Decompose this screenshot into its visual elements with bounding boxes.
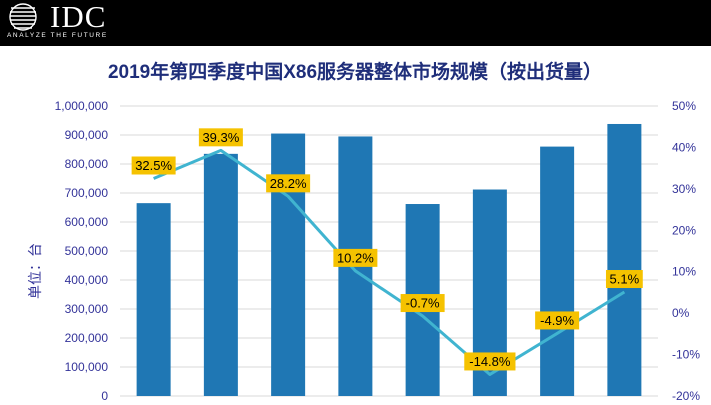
growth-label-bg (464, 352, 516, 371)
growth-label: 10.2% (333, 248, 378, 267)
y-tick-label: 200,000 (65, 331, 109, 345)
bar (271, 133, 306, 397)
y2-tick-label: -10% (672, 348, 700, 362)
y-tick-label: 900,000 (65, 128, 109, 142)
y2-tick-label: 40% (672, 140, 696, 154)
y-tick-label: 800,000 (65, 157, 109, 171)
y2-tick-label: 0% (672, 306, 690, 320)
growth-label: 39.3% (198, 128, 243, 147)
bar (540, 146, 575, 396)
y-axis-ticks: 1,000,000 900,000 800,000 700,000 600,000 500… (55, 99, 109, 403)
y-tick-label: 400,000 (65, 273, 109, 287)
logo-text: IDC (50, 0, 107, 34)
growth-label-text: 28.2% (270, 176, 307, 191)
growth-label-bg (198, 128, 243, 147)
growth-label-text: 10.2% (337, 250, 374, 265)
growth-label: -4.9% (535, 311, 580, 330)
growth-label-text: 32.5% (135, 158, 172, 173)
y2-axis-ticks: 50% 40% 30% 20% 10% 0% -10% -20% (672, 99, 700, 403)
y-tick-label: 700,000 (65, 186, 109, 200)
header-bar: IDC ANALYZE THE FUTURE (0, 0, 711, 46)
growth-label: 32.5% (131, 156, 176, 175)
growth-label-bg (266, 174, 311, 193)
bars (136, 123, 642, 397)
logo-tagline: ANALYZE THE FUTURE (7, 32, 108, 39)
growth-line-group (153, 148, 626, 376)
y2-tick-label: 30% (672, 182, 696, 196)
idc-logo: IDC ANALYZE THE FUTURE (6, 0, 126, 44)
y2-tick-label: 50% (672, 99, 696, 113)
y-tick-label: 500,000 (65, 244, 109, 258)
chart-area: 2019年第四季度中国X86服务器整体市场规模（按出货量） 单位：台 32.5%… (0, 46, 711, 403)
y-tick-label: 600,000 (65, 215, 109, 229)
growth-label: -0.7% (400, 294, 445, 313)
y-tick-label: 1,000,000 (55, 99, 109, 113)
growth-label-bg (333, 248, 378, 267)
gridlines (120, 105, 658, 397)
y-tick-label: 300,000 (65, 302, 109, 316)
bar (136, 203, 171, 396)
bar (607, 123, 642, 396)
growth-label-bg (131, 156, 176, 175)
growth-label-text: 5.1% (610, 272, 640, 287)
y-tick-label: 100,000 (65, 360, 109, 374)
growth-label-text: 39.3% (202, 130, 239, 145)
y2-tick-label: -20% (672, 389, 700, 400)
growth-label-bg (605, 270, 643, 289)
growth-label-text: -4.9% (540, 313, 574, 328)
growth-label-bg (400, 294, 445, 313)
growth-label-bg (535, 311, 580, 330)
growth-labels: 32.5% 39.3% 28.2% 10.2% -0.7% -14.8% -4.9% 5.1% (131, 128, 643, 371)
growth-label-text: -14.8% (469, 354, 511, 369)
growth-label: 5.1% (605, 270, 643, 289)
bar (203, 153, 238, 396)
globe-icon (9, 3, 37, 31)
growth-line (153, 148, 626, 376)
chart-svg: 2019年第四季度中国X86服务器整体市场规模（按出货量） 单位：台 32.5%… (27, 60, 700, 403)
y2-tick-label: 10% (672, 265, 696, 279)
growth-label: -14.8% (464, 352, 516, 371)
growth-label: 28.2% (266, 174, 311, 193)
y-tick-label: 0 (101, 389, 108, 400)
chart-title: 2019年第四季度中国X86服务器整体市场规模（按出货量） (108, 60, 602, 83)
y-axis-label: 单位：台 (27, 243, 43, 299)
y2-tick-label: 20% (672, 223, 696, 237)
growth-label-text: -0.7% (406, 296, 440, 311)
